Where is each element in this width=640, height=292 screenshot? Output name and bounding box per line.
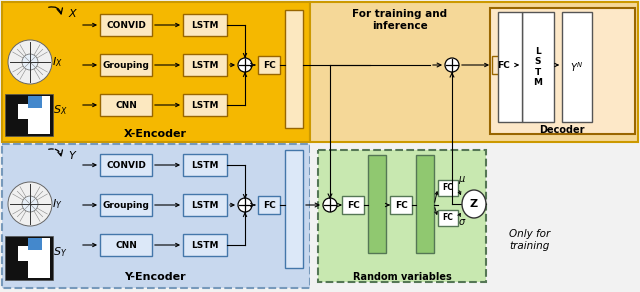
Text: LSTM: LSTM [191, 100, 219, 110]
Bar [100, 54, 152, 76]
Text: LSTM: LSTM [191, 20, 219, 29]
Ellipse shape [462, 190, 486, 218]
Bar [183, 14, 227, 36]
Bar [8, 238, 28, 278]
Text: $S_Y$: $S_Y$ [53, 245, 67, 259]
Bar [2, 2, 310, 142]
Bar [100, 234, 152, 256]
Text: L
S
T
M: L S T M [534, 47, 543, 87]
Circle shape [22, 196, 38, 212]
Text: LSTM: LSTM [191, 161, 219, 169]
Bar [183, 94, 227, 116]
Circle shape [445, 58, 459, 72]
Bar [183, 234, 227, 256]
Bar [18, 246, 33, 261]
Text: FC: FC [443, 213, 453, 223]
Bar [183, 194, 227, 216]
Bar [18, 104, 33, 119]
Bar [310, 2, 638, 142]
Text: Random variables: Random variables [353, 272, 451, 282]
Text: Y-Encoder: Y-Encoder [124, 272, 186, 282]
Bar [390, 196, 412, 214]
Text: FC: FC [395, 201, 408, 209]
Bar [310, 144, 638, 288]
Text: X-Encoder: X-Encoder [124, 129, 186, 139]
Text: FC: FC [347, 201, 360, 209]
Text: $\mu$: $\mu$ [458, 174, 466, 186]
Bar [490, 8, 635, 134]
Circle shape [8, 40, 52, 84]
Bar [100, 194, 152, 216]
Text: Decoder: Decoder [540, 125, 585, 135]
Text: CNN: CNN [115, 100, 137, 110]
Text: $I_Y$: $I_Y$ [52, 197, 62, 211]
Bar [438, 210, 458, 226]
Text: Grouping: Grouping [102, 201, 149, 209]
Text: $X$: $X$ [68, 7, 78, 19]
Text: FC: FC [443, 183, 453, 192]
Text: CONVID: CONVID [106, 161, 146, 169]
Bar [416, 155, 434, 253]
Bar [318, 150, 486, 282]
Bar [562, 12, 592, 122]
Bar [438, 180, 458, 196]
Text: $Y^N$: $Y^N$ [570, 60, 584, 74]
Bar [2, 144, 310, 288]
Text: $Y$: $Y$ [68, 149, 77, 161]
Bar [28, 96, 42, 108]
Text: FC: FC [262, 60, 275, 69]
Text: $\sigma$: $\sigma$ [458, 217, 466, 227]
Bar [492, 56, 514, 74]
Bar [8, 96, 50, 134]
Bar [285, 10, 303, 128]
Text: $I_X$: $I_X$ [52, 55, 62, 69]
Bar [8, 238, 50, 278]
Bar [522, 12, 554, 122]
Bar [258, 196, 280, 214]
Bar [5, 236, 53, 280]
Text: Z: Z [470, 199, 478, 209]
Bar [183, 54, 227, 76]
Text: FC: FC [262, 201, 275, 209]
Circle shape [238, 198, 252, 212]
Text: Only for
training: Only for training [509, 229, 550, 251]
Bar [100, 14, 152, 36]
Text: Grouping: Grouping [102, 60, 149, 69]
Circle shape [22, 54, 38, 70]
Bar [28, 238, 42, 250]
Bar [8, 96, 28, 134]
Bar [5, 94, 53, 136]
Text: LSTM: LSTM [191, 60, 219, 69]
Text: LSTM: LSTM [191, 241, 219, 249]
Text: CONVID: CONVID [106, 20, 146, 29]
Bar [183, 154, 227, 176]
Bar [100, 154, 152, 176]
Circle shape [8, 182, 52, 226]
Circle shape [323, 198, 337, 212]
Bar [498, 12, 522, 122]
Text: LSTM: LSTM [191, 201, 219, 209]
Bar [285, 150, 303, 268]
Text: $S_X$: $S_X$ [52, 103, 67, 117]
Text: FC: FC [497, 60, 509, 69]
Text: CNN: CNN [115, 241, 137, 249]
Bar [368, 155, 386, 253]
Text: For training and
inference: For training and inference [353, 9, 447, 31]
Bar [342, 196, 364, 214]
Bar [258, 56, 280, 74]
Bar [100, 94, 152, 116]
Circle shape [238, 58, 252, 72]
